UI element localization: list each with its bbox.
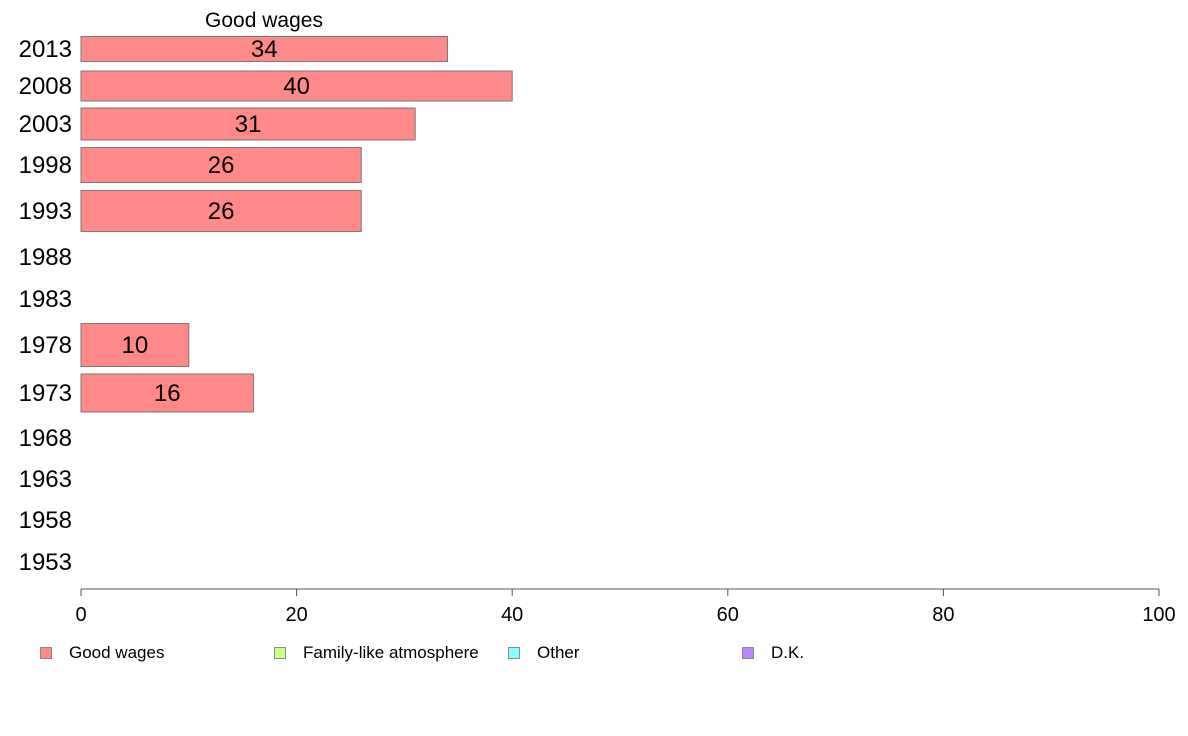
legend-label-good-wages: Good wages xyxy=(69,643,165,662)
y-axis-labels: 2013 2008 2003 1998 1993 1988 1983 1978 1973 1968… xyxy=(19,36,72,576)
y-tick-label: 1973 xyxy=(19,380,72,407)
legend-label-dk: D.K. xyxy=(771,643,805,662)
bar-value-label: 34 xyxy=(251,36,278,63)
legend-label-family-like-atmosphere: Family-like atmosphere xyxy=(303,643,479,662)
bar-value-label: 26 xyxy=(208,152,235,179)
bar xyxy=(80,323,190,367)
y-tick-label: 1993 xyxy=(19,198,72,225)
legend-label-other: Other xyxy=(537,643,580,662)
legend-item-family-like-atmosphere: Family-like atmosphere xyxy=(274,640,479,666)
bar-value-label: 16 xyxy=(154,380,181,407)
y-tick-label: 2008 xyxy=(19,73,72,100)
legend-item-good-wages: Good wages xyxy=(40,640,164,666)
legend-item-dk: D.K. xyxy=(742,640,804,666)
bar xyxy=(80,147,362,183)
legend-swatch-other xyxy=(508,647,520,659)
y-tick-label: 1958 xyxy=(19,507,72,534)
y-tick-label: 1968 xyxy=(19,425,72,452)
legend: Good wages Family-like atmosphere Other … xyxy=(0,640,1188,666)
legend-swatch-good-wages xyxy=(40,647,52,659)
bar xyxy=(80,107,416,141)
y-tick-label: 1998 xyxy=(19,152,72,179)
legend-swatch-family-like-atmosphere xyxy=(274,647,286,659)
legend-swatch-dk xyxy=(742,647,754,659)
y-tick-label: 2003 xyxy=(19,111,72,138)
y-tick-label: 1978 xyxy=(19,332,72,359)
x-tick-label: 80 xyxy=(932,604,954,626)
chart-title: Good wages xyxy=(205,9,323,32)
bar-value-label: 26 xyxy=(208,198,235,225)
legend-item-other: Other xyxy=(508,640,580,666)
bar xyxy=(80,36,449,62)
x-tick-label: 0 xyxy=(75,604,86,626)
y-tick-label: 1983 xyxy=(19,286,72,313)
bar-value-label: 10 xyxy=(122,332,149,359)
bar xyxy=(80,373,254,413)
bar xyxy=(80,190,362,232)
x-tick-label: 100 xyxy=(1142,604,1175,626)
bar-value-label: 31 xyxy=(235,111,262,138)
y-tick-label: 1988 xyxy=(19,244,72,271)
x-tick-label: 20 xyxy=(285,604,307,626)
x-axis: 0 20 40 60 80 100 xyxy=(75,588,1176,626)
y-tick-label: 1963 xyxy=(19,466,72,493)
y-tick-label: 1953 xyxy=(19,549,72,576)
bar xyxy=(80,70,513,102)
y-tick-label: 2013 xyxy=(19,36,72,63)
x-tick-label: 40 xyxy=(501,604,523,626)
bar-value-label: 40 xyxy=(283,73,310,100)
x-tick-label: 60 xyxy=(717,604,739,626)
